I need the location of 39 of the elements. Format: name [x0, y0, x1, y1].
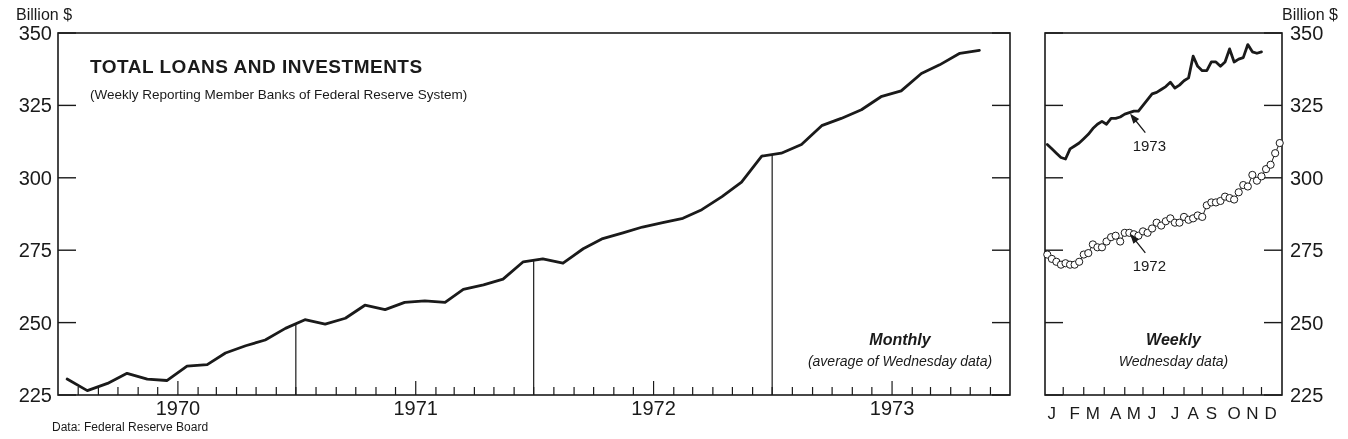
text: (Weekly Reporting Member Banks of Federal Reserve System)	[90, 87, 468, 102]
y-tick-label: 250	[18, 311, 52, 334]
y-tick-label: 325	[1290, 94, 1324, 117]
x-tick-label: M	[1126, 404, 1141, 423]
y-tick-label: 250	[1290, 311, 1324, 334]
x-tick-label: 1971	[393, 397, 438, 419]
text: Data: Federal Reserve Board	[52, 420, 209, 434]
annotation: 1973	[1132, 136, 1166, 154]
x-tick-label: 1972	[631, 397, 676, 419]
x-tick-label: 1973	[869, 397, 915, 419]
y-tick-label: 325	[18, 94, 52, 117]
y-axis-title: Billion $	[16, 6, 73, 23]
annotation: Monthly	[869, 331, 932, 348]
x-tick-label: A	[1109, 404, 1122, 423]
y-tick-label: 350	[1290, 22, 1324, 44]
annotation: 1972	[1132, 256, 1166, 274]
y-tick-label: 225	[18, 384, 52, 406]
x-tick-label: J	[1147, 404, 1157, 423]
x-tick-label: J	[1047, 404, 1057, 423]
y-tick-label: 350	[18, 22, 52, 44]
y-axis-title: Billion $	[1281, 6, 1339, 23]
x-tick-label: O	[1227, 404, 1241, 423]
y-tick-label: 275	[1290, 239, 1324, 262]
y-tick-label: 300	[1290, 166, 1324, 189]
x-tick-label: 1970	[155, 397, 201, 419]
x-tick-label: J	[1170, 404, 1180, 423]
x-tick-label: A	[1187, 404, 1200, 423]
text: TOTAL LOANS AND INVESTMENTS	[90, 56, 423, 77]
annotation: Wednesday data)	[1118, 353, 1229, 369]
y-tick-label: 275	[18, 239, 52, 262]
annotation: Weekly	[1146, 331, 1203, 348]
y-tick-label: 300	[18, 166, 52, 189]
y-tick-label: 225	[1290, 384, 1324, 406]
x-tick-label: F	[1069, 404, 1080, 423]
x-tick-label: M	[1085, 404, 1100, 423]
x-tick-label: D	[1264, 404, 1277, 423]
annotation: (average of Wednesday data)	[807, 353, 993, 369]
x-tick-label: S	[1205, 404, 1218, 423]
x-tick-label: N	[1246, 404, 1259, 423]
